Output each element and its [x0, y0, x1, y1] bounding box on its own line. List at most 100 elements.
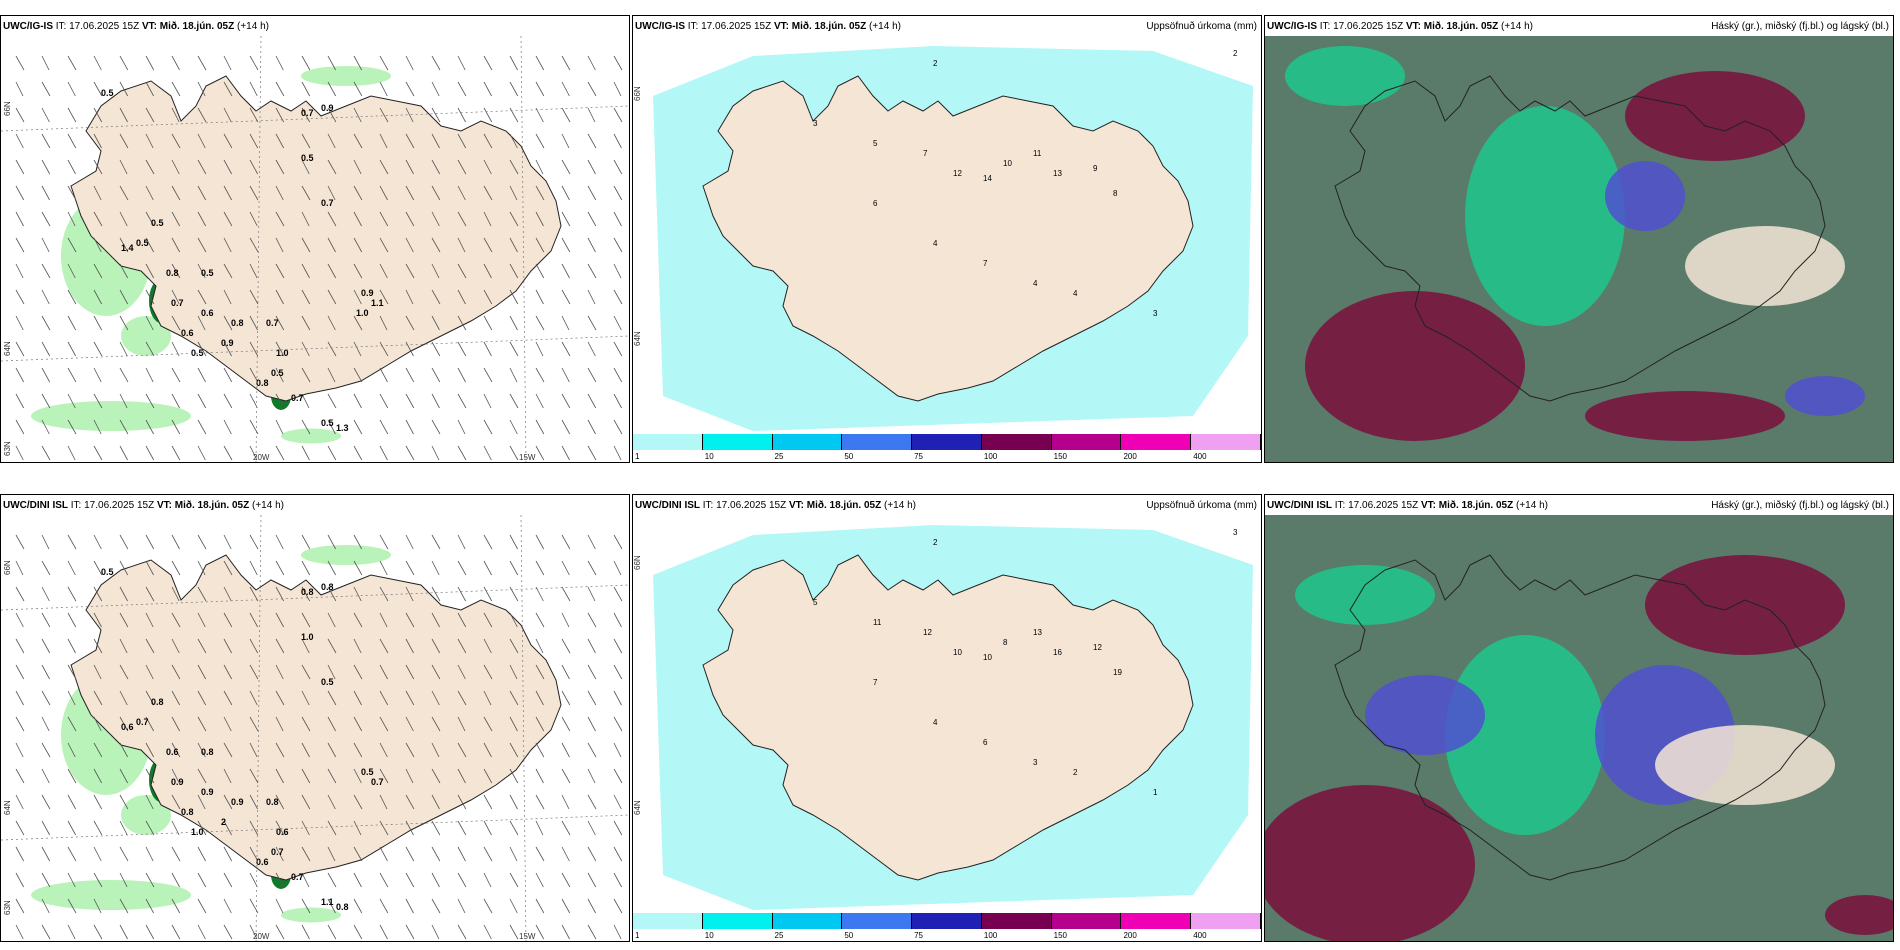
precip-value-label: 5 — [873, 139, 878, 148]
precip-value-label: 4 — [1073, 289, 1078, 298]
cloud-area — [1645, 555, 1845, 655]
wind-barb — [275, 924, 285, 940]
lat-label-66: 66N — [633, 555, 642, 570]
precip-value-label: 0.6 — [166, 747, 179, 757]
wind-barb — [41, 341, 51, 357]
wind-barb — [587, 289, 596, 305]
wind-barb — [93, 419, 102, 435]
wind-barb — [119, 367, 129, 383]
map-clouds[interactable] — [1265, 36, 1893, 462]
wind-barb — [483, 820, 492, 836]
wind-barb — [353, 820, 362, 836]
precip-value-label: 0.5 — [321, 677, 334, 687]
map-clouds[interactable] — [1265, 515, 1893, 941]
wind-barb — [223, 237, 232, 253]
wind-barb — [223, 742, 233, 758]
precip-value-label: 1.0 — [301, 632, 314, 642]
wind-barb — [587, 159, 596, 175]
wind-barb — [483, 315, 493, 331]
wind-barb — [457, 237, 466, 253]
precip-value-label: 0.8 — [181, 807, 194, 817]
wind-barb — [171, 716, 181, 732]
precip-value-label: 0.9 — [321, 103, 334, 113]
wind-barb — [275, 794, 285, 810]
wind-barb — [457, 846, 466, 862]
wind-barb — [535, 367, 545, 383]
wind-barb — [327, 263, 337, 279]
wind-barb — [145, 55, 155, 71]
wind-barb — [483, 560, 492, 576]
map-accum-precip[interactable]: 2 3 5 11 12 10 10 8 13 16 12 19 7 4 6 3 2 1 — [633, 515, 1261, 915]
wind-barb — [197, 133, 206, 149]
wind-barb — [379, 445, 388, 461]
wind-barb — [119, 612, 129, 628]
wind-barb — [145, 393, 155, 409]
wind-barb — [301, 159, 310, 175]
wind-barb — [587, 393, 597, 409]
wind-barb — [431, 263, 440, 279]
precip-value-label: 0.8 — [321, 582, 334, 592]
precip-value-label: 0.9 — [361, 288, 374, 298]
wind-barb — [119, 263, 129, 279]
wind-barb — [561, 341, 571, 357]
wind-barb — [197, 768, 207, 784]
wind-barb — [327, 820, 337, 836]
wind-barb — [145, 794, 154, 810]
wind-barb — [119, 742, 129, 758]
cloud-area — [1685, 226, 1845, 306]
wind-barb — [561, 445, 570, 461]
wind-barb — [405, 159, 414, 175]
map-wind-precip[interactable]: 0.50.70.90.50.70.50.80.50.70.60.60.50.90… — [1, 36, 629, 462]
wind-barb — [613, 55, 623, 71]
wind-barb — [41, 716, 50, 732]
wind-barb — [93, 341, 103, 357]
wind-barb — [353, 341, 362, 357]
wind-barb — [171, 315, 181, 331]
wind-barb — [275, 872, 285, 888]
precip-value-label: 13 — [1053, 169, 1062, 178]
precip-area — [121, 316, 171, 356]
wind-barb — [457, 81, 467, 97]
wind-barb — [405, 820, 414, 836]
wind-barb — [93, 445, 103, 461]
wind-barb — [613, 742, 622, 758]
wind-barb — [41, 534, 50, 550]
wind-barb — [301, 211, 310, 227]
wind-barb — [275, 237, 284, 253]
wind-barb — [223, 638, 233, 654]
precip-value-label: 0.6 — [121, 722, 134, 732]
wind-barb — [457, 315, 467, 331]
precip-value-label: 0.8 — [201, 747, 214, 757]
wind-barb — [613, 315, 622, 331]
lat-label-66: 66N — [633, 86, 642, 101]
panel-clouds-dini: UWC/DINI ISL IT: 17.06.2025 15Z VT: Mið.… — [1264, 494, 1894, 942]
wind-barb — [431, 133, 440, 149]
wind-barb — [535, 445, 545, 461]
wind-barb — [197, 560, 206, 576]
wind-barb — [561, 898, 571, 914]
wind-barb — [535, 768, 544, 784]
precip-value-label: 7 — [873, 678, 878, 687]
wind-barb — [41, 107, 50, 123]
panel-accum-precip-igis: UWC/IG-IS IT: 17.06.2025 15Z VT: Mið. 18… — [632, 15, 1262, 463]
wind-barb — [67, 445, 76, 461]
wind-barb — [379, 742, 388, 758]
map-accum-precip[interactable]: 2 2 3 5 7 12 14 10 11 13 9 8 6 4 7 4 4 3 — [633, 36, 1261, 436]
wind-barb — [483, 237, 493, 253]
wind-barb — [613, 716, 623, 732]
wind-barb — [509, 211, 519, 227]
wind-barb — [41, 690, 51, 706]
wind-barb — [457, 159, 467, 175]
wind-barb — [483, 159, 492, 175]
wind-barb — [15, 133, 24, 149]
wind-barb — [353, 81, 363, 97]
wind-barb — [379, 872, 389, 888]
wind-barb — [41, 237, 50, 253]
wind-barb — [93, 768, 103, 784]
panel-subtitle: Háský (gr.), miðský (fj.bl.) og lágský (… — [1711, 21, 1889, 32]
wind-barb — [379, 768, 389, 784]
wind-barb — [197, 419, 207, 435]
map-wind-precip[interactable]: 0.50.80.81.00.50.80.60.80.90.90.81.020.9… — [1, 515, 629, 941]
wind-barb — [483, 898, 493, 914]
wind-barb — [119, 315, 129, 331]
